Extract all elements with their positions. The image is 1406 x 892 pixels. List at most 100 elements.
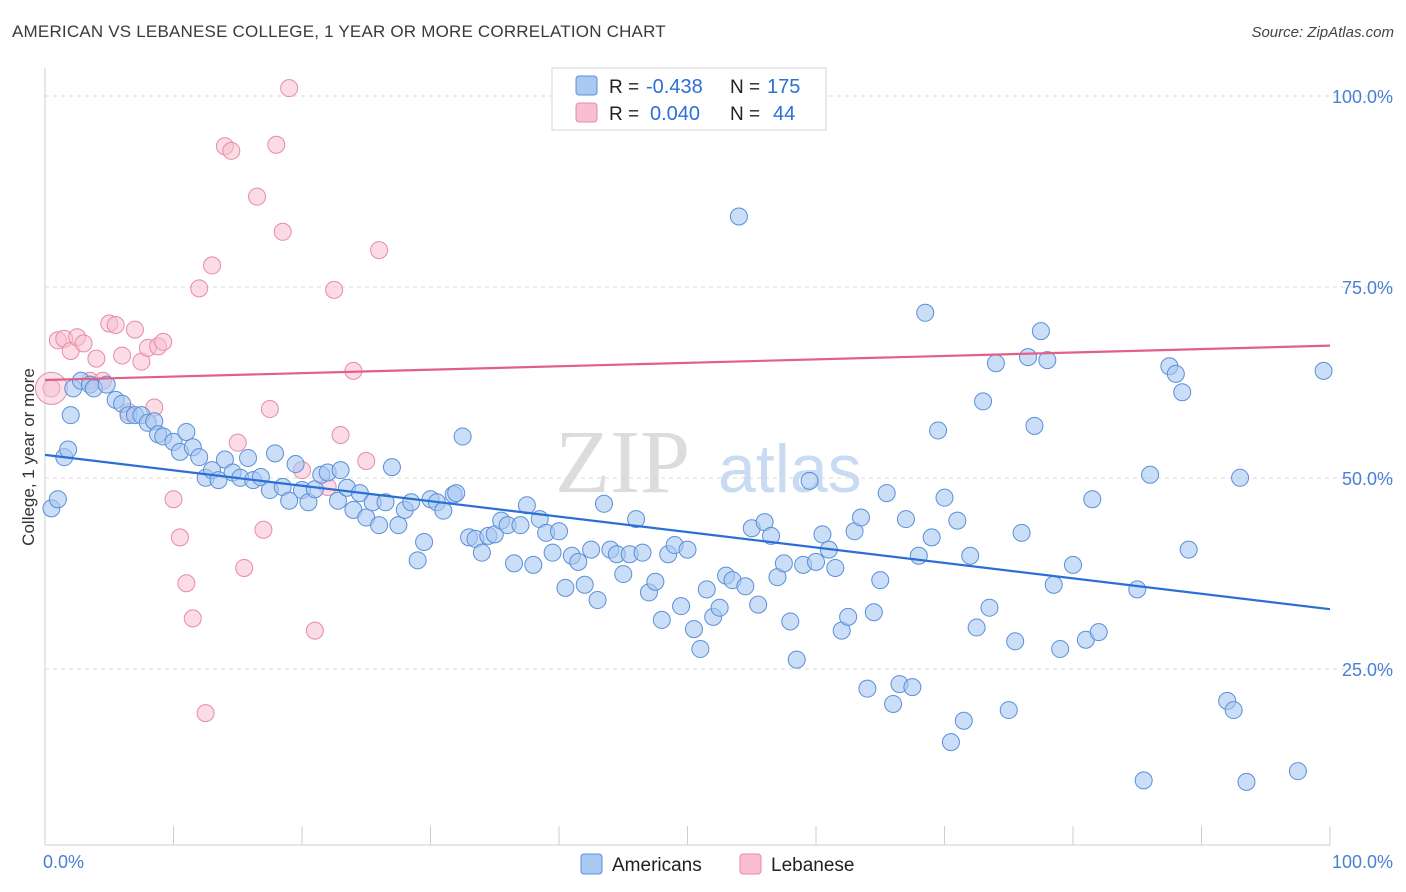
americans-point	[633, 543, 652, 562]
americans-point	[1089, 623, 1108, 642]
americans-point	[781, 612, 800, 631]
legend-swatch-lebanese	[575, 102, 598, 123]
americans-point	[1173, 383, 1192, 402]
chart-title: AMERICAN VS LEBANESE COLLEGE, 1 YEAR OR …	[12, 22, 666, 41]
americans-point	[672, 597, 691, 616]
x-tick-label-0: 0.0%	[43, 852, 84, 872]
bottom-label-lebanese: Lebanese	[771, 855, 854, 876]
stats-legend: R = -0.438 N = 175 R = 0.040 N = 44	[551, 67, 827, 131]
americans-point	[328, 491, 347, 510]
americans-point	[710, 598, 729, 617]
americans-point	[684, 620, 703, 639]
americans-point	[1044, 575, 1063, 594]
americans-point	[1025, 416, 1044, 435]
legend-swatch-americans	[575, 75, 598, 96]
bottom-swatch-americans	[580, 853, 603, 875]
americans-point	[999, 701, 1018, 720]
watermark-atlas: atlas	[718, 431, 862, 507]
legend-r-lebanese: 0.040	[650, 103, 700, 125]
lebanese-point	[305, 621, 324, 640]
americans-point	[1031, 322, 1050, 341]
x-tick-label-100: 100.0%	[1332, 852, 1393, 872]
americans-point	[389, 516, 408, 535]
americans-point	[376, 493, 395, 512]
americans-point	[1019, 348, 1038, 367]
x-ticks	[44, 826, 1331, 845]
americans-point	[877, 484, 896, 503]
americans-point	[331, 461, 350, 480]
legend-n-label-americans: N =	[730, 77, 760, 98]
americans-point	[935, 488, 954, 507]
americans-point	[807, 552, 825, 571]
americans-point	[1166, 364, 1185, 383]
americans-point	[697, 580, 716, 599]
legend-r-label-americans: R =	[609, 77, 639, 98]
lebanese-point	[113, 346, 132, 365]
americans-point	[967, 618, 986, 637]
lebanese-point	[260, 400, 279, 419]
lebanese-point	[331, 426, 350, 445]
americans-point	[729, 207, 748, 226]
americans-point	[415, 532, 434, 551]
americans-point	[48, 490, 67, 509]
americans-point	[678, 540, 697, 559]
americans-point	[402, 493, 421, 512]
legend-n-lebanese: 44	[773, 103, 795, 125]
americans-point	[839, 607, 858, 626]
lebanese-point	[248, 187, 267, 206]
lebanese-point	[267, 135, 286, 154]
lebanese-points	[34, 79, 389, 723]
americans-point	[1231, 468, 1250, 487]
americans-point	[903, 678, 922, 697]
lebanese-point	[254, 520, 273, 539]
americans-point	[1134, 771, 1153, 790]
americans-point	[1288, 762, 1307, 781]
americans-point	[646, 572, 665, 591]
americans-point	[1012, 523, 1031, 542]
lebanese-point	[164, 490, 183, 509]
lebanese-point	[106, 316, 125, 335]
y-tick-label-75: 75.0%	[1342, 278, 1393, 298]
lebanese-point	[74, 334, 93, 353]
americans-point	[447, 484, 466, 503]
lebanese-point	[325, 280, 344, 299]
lebanese-point	[203, 256, 222, 275]
americans-point	[408, 551, 427, 570]
americans-point	[594, 494, 613, 513]
americans-point	[177, 422, 196, 441]
lebanese-point	[170, 528, 189, 547]
lebanese-point	[280, 79, 299, 98]
legend-n-americans: 175	[767, 76, 800, 98]
americans-point	[1083, 490, 1102, 509]
source-label: Source: ZipAtlas.com	[1251, 24, 1394, 41]
y-axis-label: College, 1 year or more	[19, 368, 38, 546]
americans-point	[813, 525, 832, 544]
americans-point	[800, 471, 819, 490]
watermark-zip: ZIP	[555, 413, 690, 512]
legend-n-label-lebanese: N =	[730, 104, 760, 125]
legend-box	[551, 67, 827, 131]
americans-point	[1179, 540, 1198, 559]
americans-point	[916, 303, 935, 322]
americans-point	[588, 591, 607, 610]
americans-point	[453, 427, 472, 446]
bottom-label-americans: Americans	[612, 855, 702, 876]
americans-point	[280, 491, 299, 510]
americans-point	[1237, 772, 1256, 791]
americans-point	[97, 375, 116, 394]
americans-point	[961, 546, 980, 565]
americans-point	[505, 554, 524, 573]
lebanese-point	[357, 452, 376, 470]
americans-point	[627, 510, 646, 529]
y-tick-label-100: 100.0%	[1332, 87, 1393, 107]
lebanese-point	[87, 349, 106, 368]
americans-point	[864, 603, 883, 622]
americans-point	[896, 510, 915, 529]
americans-point	[582, 540, 601, 559]
americans-point	[286, 455, 305, 474]
y-tick-label-50: 50.0%	[1342, 469, 1393, 489]
americans-point	[511, 516, 530, 535]
americans-point	[382, 458, 401, 477]
lebanese-point	[222, 141, 241, 160]
americans-point	[434, 501, 453, 520]
